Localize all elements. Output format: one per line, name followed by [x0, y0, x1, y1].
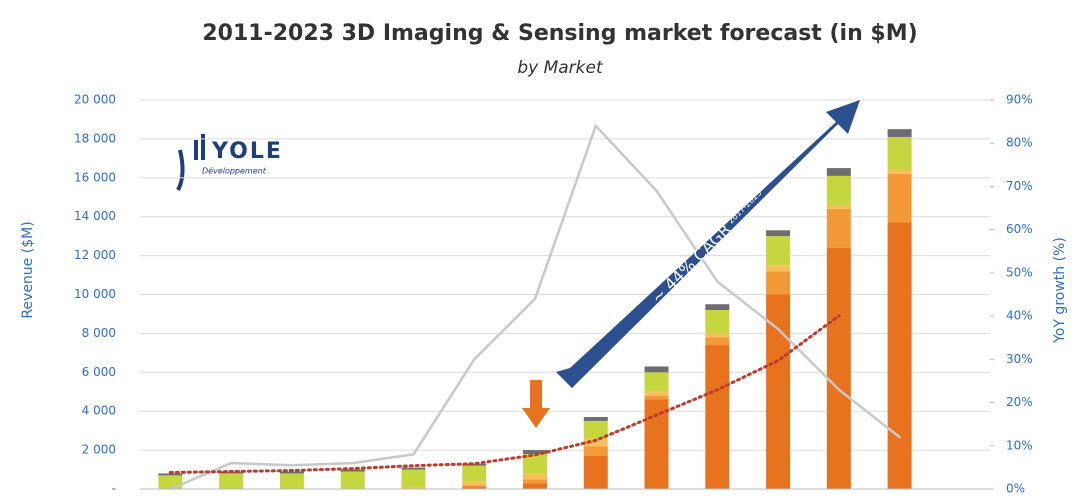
bar-segment	[523, 479, 547, 484]
bar-segment	[826, 205, 851, 209]
cagr-label: ~ 44% CAGR	[647, 220, 734, 307]
chart-title: 2011-2023 3D Imaging & Sensing market fo…	[202, 21, 917, 46]
y-tick-label: 16 000	[74, 170, 116, 184]
y2-tick-label: 80%	[1006, 136, 1033, 150]
y2-tick-label: 40%	[1006, 309, 1033, 323]
bar-segment	[583, 420, 608, 439]
plot-area: - 2 000 4 000 6 000 8 000 10 000 12 000 14 000 1…	[74, 93, 1033, 496]
marker-arrow	[522, 380, 550, 428]
bar-segment	[705, 304, 730, 311]
bar-segment	[705, 310, 730, 334]
y-tick-label: 4 000	[82, 404, 116, 418]
bar-segment	[887, 129, 912, 137]
bar-segment	[583, 438, 608, 447]
bar-segment	[826, 175, 851, 206]
bar-segment	[279, 471, 304, 474]
bar-segment	[462, 485, 487, 488]
bar-segment	[887, 222, 912, 489]
bar-segment	[583, 455, 608, 489]
bar-segment	[887, 170, 912, 174]
y2-axis-label: YoY growth (%)	[1052, 237, 1068, 344]
y-axis-label: Revenue ($M)	[20, 221, 36, 318]
y2-tick-label: 30%	[1006, 352, 1033, 366]
bar-segment	[340, 471, 365, 489]
bar-segment	[644, 372, 669, 392]
bar-segment	[644, 366, 669, 373]
y2-tick-label: 70%	[1006, 179, 1033, 193]
bar-segment	[523, 473, 547, 480]
bar-segment	[401, 469, 426, 488]
logo-mark	[176, 134, 205, 191]
bar-segment	[705, 337, 730, 346]
bar-segment	[401, 487, 426, 489]
y2-tick-label: 50%	[1006, 265, 1033, 279]
y-tick-label: 20 000	[74, 93, 116, 107]
bar-segment	[826, 168, 851, 176]
bar-segment	[279, 473, 304, 489]
bar-segment	[766, 271, 791, 295]
bar-segment	[887, 173, 912, 223]
y-tick-label: 6 000	[82, 365, 116, 379]
bar-segment	[523, 483, 547, 489]
bar-segment	[705, 333, 730, 338]
chart-subtitle: by Market	[517, 58, 604, 78]
bar-segment	[340, 469, 365, 472]
bar-segment	[583, 417, 608, 421]
cagr-period: 2017-2023	[726, 188, 763, 225]
y2-tick-label: 20%	[1006, 395, 1033, 409]
logo-tagline: Développement	[202, 166, 267, 176]
bar-segment	[826, 247, 851, 489]
y-tick-label: 14 000	[74, 209, 116, 223]
y-tick-label: 10 000	[74, 287, 116, 301]
logo: YOLE Développement	[176, 134, 283, 191]
bar-segment	[401, 467, 426, 470]
growth-line	[169, 123, 901, 491]
bar-segment	[644, 399, 669, 489]
y2-tick-label: 10%	[1006, 438, 1033, 452]
bar-segment	[219, 473, 244, 489]
bar-segment	[462, 465, 487, 482]
bar-segment	[583, 446, 608, 456]
cagr-arrow	[556, 100, 860, 388]
bar-segment	[766, 230, 791, 237]
y2-tick-label: 0%	[1006, 482, 1025, 496]
bar-segment	[887, 136, 912, 171]
bar-segment	[462, 481, 487, 486]
bar-segment	[705, 345, 730, 489]
bar-segment	[644, 391, 669, 396]
bar-segment	[158, 475, 183, 489]
y2-tick-label: 60%	[1006, 222, 1033, 236]
y-tick-label: 8 000	[82, 326, 116, 340]
bar-segment	[158, 473, 183, 476]
bar-segment	[462, 463, 487, 466]
bar-segment	[523, 453, 547, 474]
bar-segment	[766, 265, 791, 272]
bar-segment	[766, 236, 791, 266]
bar-segment	[523, 450, 547, 454]
bar-segment	[644, 395, 669, 400]
y-tick-label: 18 000	[74, 131, 116, 145]
y-tick-label: 12 000	[74, 248, 116, 262]
y2-tick-label: 90%	[1006, 93, 1033, 107]
bar-segment	[826, 208, 851, 248]
bar-segment	[766, 294, 791, 489]
logo-name: YOLE	[211, 139, 283, 164]
trend-line	[168, 314, 841, 474]
y-tick-label: 2 000	[82, 443, 116, 457]
y-tick-label: -	[112, 482, 116, 496]
bar-segment	[462, 487, 487, 489]
